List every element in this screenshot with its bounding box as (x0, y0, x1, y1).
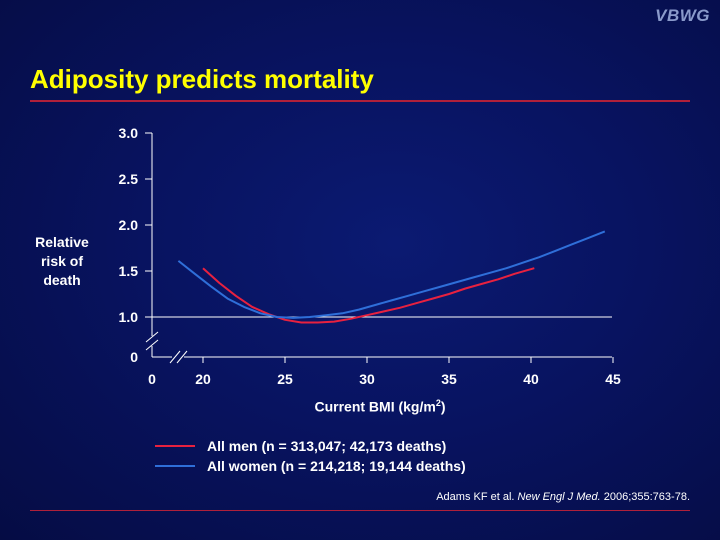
legend-label-men: All men (n = 313,047; 42,173 deaths) (207, 438, 447, 454)
y-tick-label: 1.5 (119, 263, 139, 279)
legend-swatch-women (155, 465, 195, 467)
y-axis-break-mark (145, 339, 159, 351)
x-axis-break-mark (169, 350, 181, 364)
x-tick-label: 45 (605, 371, 621, 387)
y-axis-label-line: death (43, 272, 81, 288)
y-tick-label: 3.0 (119, 125, 139, 141)
x-tick-label: 30 (359, 371, 375, 387)
chart-legend: All men (n = 313,047; 42,173 deaths) All… (155, 436, 466, 476)
title-divider (30, 100, 690, 102)
legend-item-men: All men (n = 313,047; 42,173 deaths) (155, 436, 466, 456)
x-axis-label-close: ) (440, 398, 446, 415)
series-line-women (177, 230, 606, 319)
x-tick-label: 35 (441, 371, 457, 387)
x-tick-label: 0 (148, 371, 156, 387)
x-tick-label: 20 (195, 371, 211, 387)
footer-divider (30, 510, 690, 511)
x-axis-label: Current BMI (kg/m2) (260, 398, 500, 415)
citation-authors: Adams KF et al. (436, 491, 515, 503)
y-tick-label: 2.5 (119, 171, 139, 187)
slide-title: Adiposity predicts mortality (30, 64, 374, 94)
x-tick-label: 40 (523, 371, 539, 387)
y-tick-label: 2.0 (119, 217, 139, 233)
chart-ticks: 0 1.0 1.5 2.0 2.5 3.0 0 20 25 30 35 40 45 (119, 125, 621, 387)
series-line-men (202, 267, 535, 324)
y-tick-label: 0 (130, 349, 138, 365)
citation-ref: 2006;355:763-78. (603, 491, 690, 503)
vbwg-logo: VBWG (655, 6, 710, 25)
y-axis-label-line: Relative (35, 234, 89, 250)
y-tick-label: 1.0 (119, 309, 139, 325)
y-axis-label-line: risk of (40, 253, 83, 269)
chart-axes (145, 133, 612, 364)
chart-series (177, 230, 606, 324)
x-tick-label: 25 (277, 371, 293, 387)
legend-label-women: All women (n = 214,218; 19,144 deaths) (207, 458, 466, 474)
y-axis-label: Relative risk of death (22, 233, 102, 290)
legend-swatch-men (155, 445, 195, 447)
x-axis-label-text: Current BMI (kg/m (314, 398, 436, 415)
x-axis-break-mark (176, 350, 188, 364)
citation: Adams KF et al. New Engl J Med. 2006;355… (436, 491, 690, 503)
citation-journal: New Engl J Med. (517, 491, 601, 503)
y-axis-break-mark (145, 331, 159, 343)
x-axis-label-superscript: 2 (435, 398, 441, 408)
legend-item-women: All women (n = 214,218; 19,144 deaths) (155, 456, 466, 476)
